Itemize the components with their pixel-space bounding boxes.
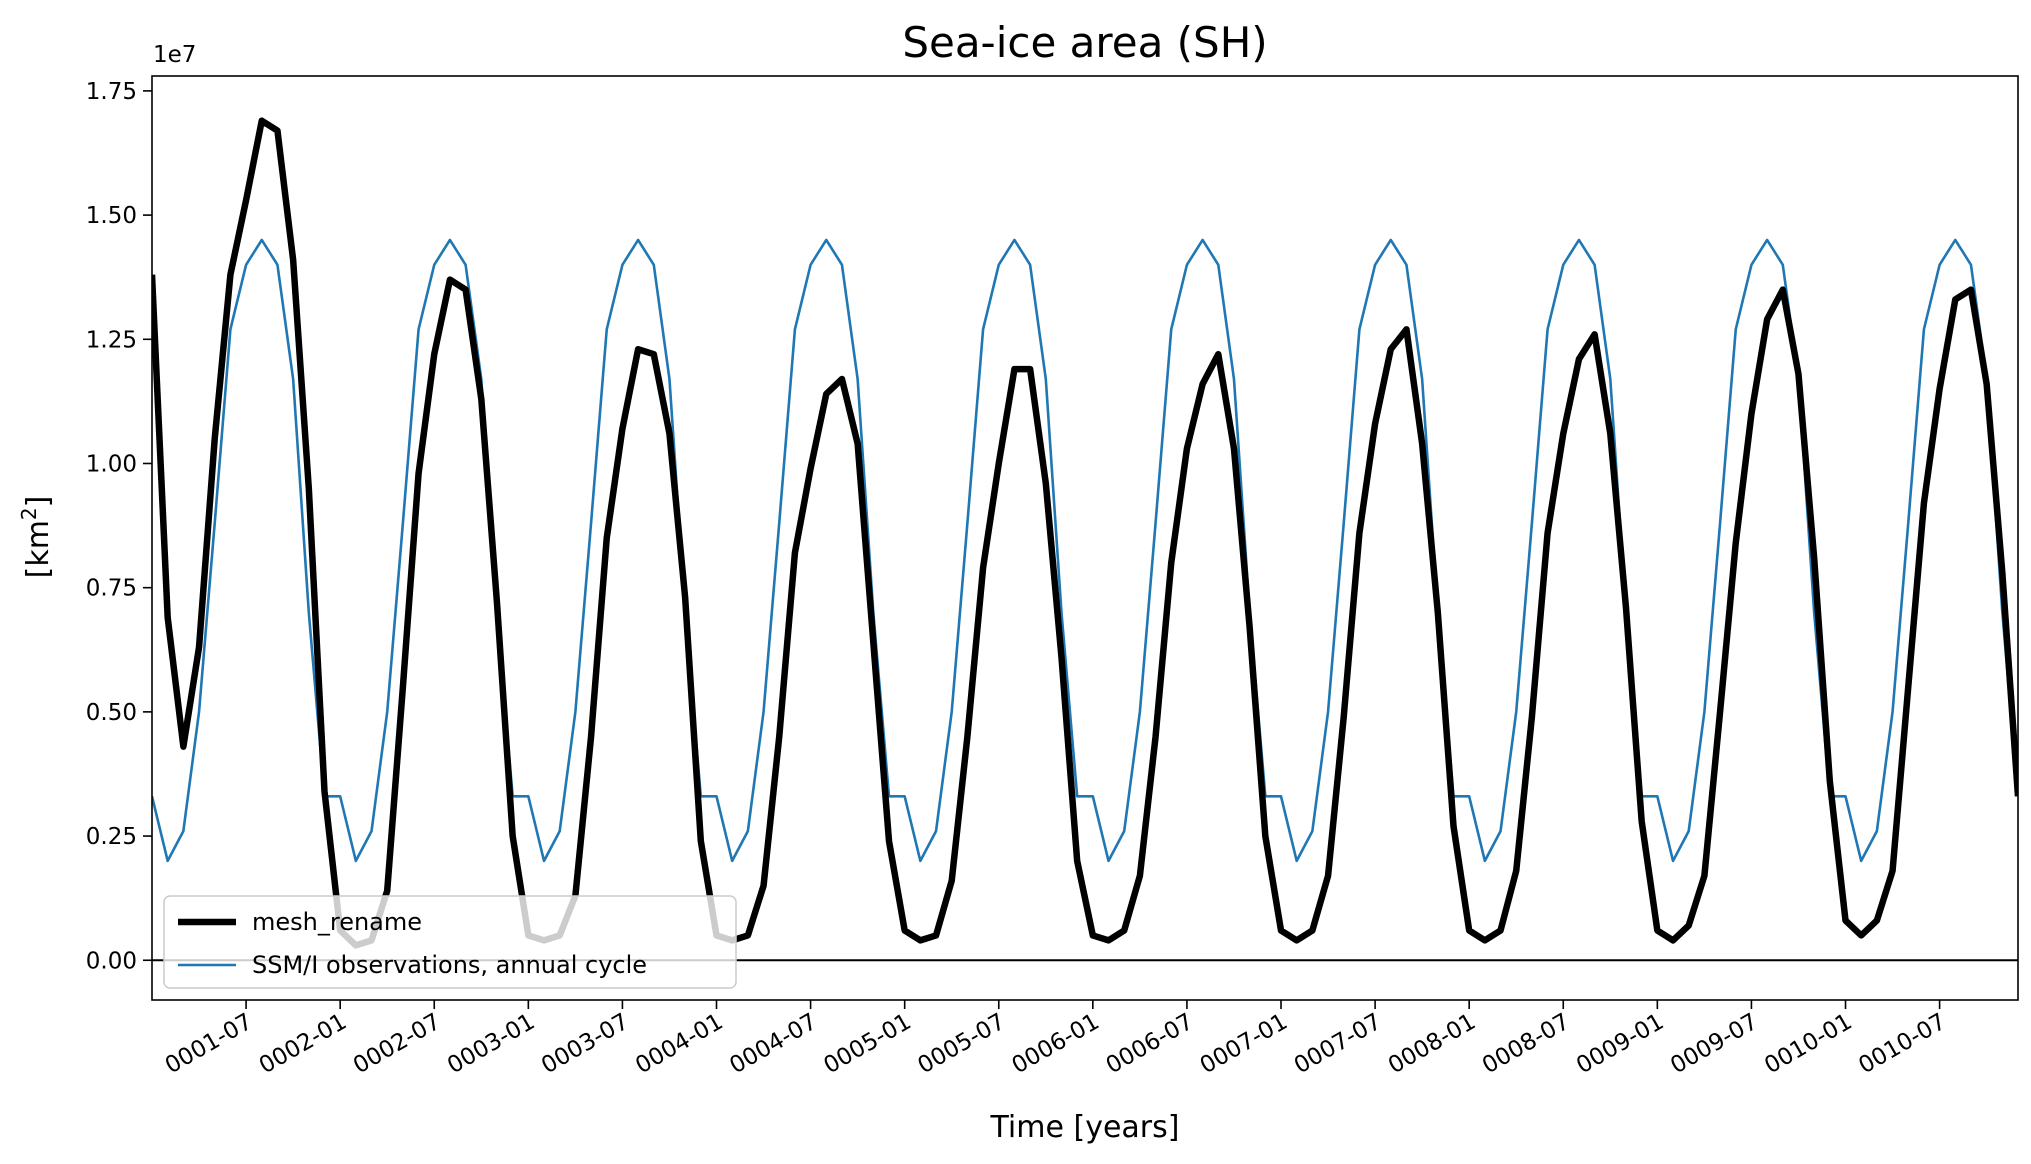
x-tick-label: 0002-07 (349, 1009, 445, 1080)
x-axis-ticks: 0001-070002-010002-070003-010003-070004-… (161, 1000, 1951, 1079)
legend-entry: SSM/I observations, annual cycle (252, 951, 647, 979)
x-tick-label: 0005-07 (914, 1009, 1010, 1080)
y-tick-label: 1.75 (86, 79, 137, 105)
legend: mesh_rename SSM/I observations, annual cy… (163, 895, 737, 989)
x-tick-label: 0009-07 (1666, 1009, 1762, 1080)
series-line-model (152, 117, 2018, 949)
x-tick-label: 0010-01 (1760, 1009, 1856, 1080)
plot-area (152, 117, 2018, 962)
x-tick-label: 0003-01 (443, 1009, 539, 1080)
x-tick-label: 0003-07 (537, 1009, 633, 1080)
y-tick-label: 0.50 (86, 700, 137, 726)
y-label-superscript: 2 (17, 507, 41, 520)
x-tick-label: 0004-01 (631, 1009, 727, 1080)
x-tick-label: 0008-01 (1384, 1009, 1480, 1080)
x-tick-label: 0009-01 (1572, 1009, 1668, 1080)
x-tick-label: 0008-07 (1478, 1009, 1574, 1080)
x-tick-label: 0010-07 (1854, 1009, 1950, 1080)
x-tick-label: 0007-01 (1196, 1009, 1292, 1080)
legend-entry: mesh_rename (252, 908, 422, 936)
x-tick-label: 0004-07 (725, 1009, 821, 1080)
y-label-main: [km (21, 520, 56, 578)
chart-title: Sea-ice area (SH) (902, 18, 1267, 67)
y-label-end: ] (21, 496, 56, 508)
y-axis-ticks: 0.00 0.25 0.50 0.75 1.00 1.25 1.50 1.75 (86, 79, 152, 974)
y-tick-label: 0.25 (86, 824, 137, 850)
x-tick-label: 0001-07 (161, 1009, 257, 1080)
y-tick-label: 0.75 (86, 576, 137, 602)
y-tick-label: 0.00 (86, 948, 137, 974)
y-tick-label: 1.00 (86, 451, 137, 477)
x-tick-label: 0002-01 (255, 1009, 351, 1080)
x-tick-label: 0006-01 (1008, 1009, 1104, 1080)
y-axis-label: [km2] (17, 496, 56, 579)
series-line-observations (152, 238, 2018, 863)
x-tick-label: 0006-07 (1102, 1009, 1198, 1080)
x-tick-label: 0007-07 (1290, 1009, 1386, 1080)
y-tick-label: 1.25 (86, 327, 137, 353)
legend-box (163, 895, 737, 989)
x-axis-label: Time [years] (990, 1110, 1180, 1145)
plot-frame (151, 75, 2019, 1001)
y-offset-label: 1e7 (153, 42, 196, 68)
x-tick-label: 0005-01 (819, 1009, 915, 1080)
y-tick-label: 1.50 (86, 203, 137, 229)
